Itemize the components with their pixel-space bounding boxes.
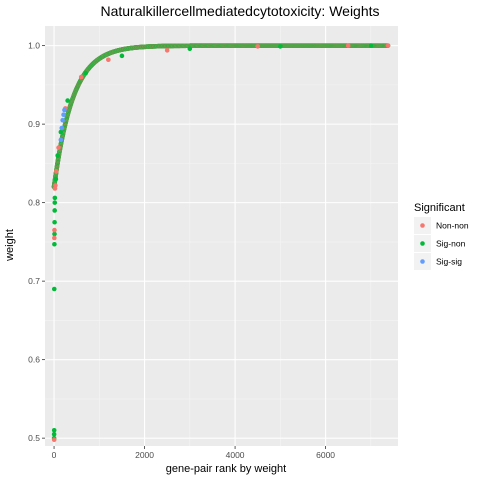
point-sig-non: [83, 70, 89, 76]
y-tick-label: 0.6: [28, 355, 40, 365]
point-sig-non: [51, 431, 57, 437]
y-tick-label: 0.7: [28, 276, 40, 286]
point-sig-non: [51, 286, 57, 292]
point-sig-sig: [59, 125, 65, 131]
y-axis-title: weight: [4, 229, 16, 262]
legend-swatch: [420, 241, 425, 246]
point-non-non: [78, 74, 84, 80]
point-sig-non: [58, 129, 64, 135]
point-sig-non: [53, 176, 59, 182]
legend: Significant Non-non Sig-non Sig-sig: [414, 202, 469, 270]
point-non-non: [106, 57, 111, 63]
x-tick-label: 6000: [316, 450, 335, 460]
y-tick-label: 0.8: [28, 198, 40, 208]
point-non-non: [54, 168, 59, 174]
point-sig-non: [52, 195, 58, 201]
point-sig-non: [52, 208, 57, 213]
point-non-non: [53, 183, 58, 188]
y-tick-label: 1.0: [28, 41, 40, 51]
point-sig-non: [52, 241, 57, 247]
grid-major: [45, 26, 398, 446]
point-sig-non: [52, 200, 58, 205]
axes: 0 2000 4000 6000 0.5 0.6 0.7 0.8 0.9 1.0: [28, 41, 335, 460]
point-non-non: [56, 145, 61, 150]
point-sig-non: [187, 46, 193, 52]
data-points: [51, 43, 391, 443]
x-axis-title: gene-pair rank by weight: [166, 463, 286, 475]
point-non-non: [255, 44, 261, 49]
point-sig-sig: [58, 137, 64, 143]
point-sig-non: [65, 98, 70, 103]
point-non-non: [52, 235, 57, 241]
point-sig-non: [52, 219, 57, 225]
x-tick-label: 4000: [226, 450, 245, 460]
y-tick-label: 0.5: [28, 433, 40, 443]
x-tick-label: 0: [52, 450, 57, 460]
chart-title: Naturalkillercellmediatedcytotoxicity: W…: [100, 3, 379, 19]
point-sig-sig: [62, 107, 67, 113]
legend-swatch: [420, 259, 425, 264]
point-sig-sig: [61, 112, 66, 118]
x-tick-label: 2000: [135, 450, 154, 460]
legend-title: Significant: [414, 202, 465, 214]
point-non-non: [51, 437, 57, 443]
legend-label: Sig-non: [436, 239, 466, 249]
y-tick-label: 0.9: [28, 119, 40, 129]
point-sig-sig: [60, 117, 65, 123]
legend-label: Non-non: [436, 221, 469, 231]
point-non-non: [345, 43, 351, 48]
grid-minor: [45, 26, 398, 446]
point-sig-non: [368, 43, 374, 48]
point-sig-non: [278, 44, 283, 49]
point-sig-non: [55, 153, 60, 158]
legend-swatch: [420, 223, 425, 228]
legend-label: Sig-sig: [436, 257, 462, 267]
point-non-non: [385, 43, 391, 48]
point-non-non: [52, 227, 57, 233]
plot-panel: [45, 26, 398, 446]
point-sig-non: [119, 53, 125, 59]
point-sig-non: [52, 231, 57, 237]
point-sig-non: [51, 427, 57, 433]
point-non-non: [164, 48, 170, 53]
